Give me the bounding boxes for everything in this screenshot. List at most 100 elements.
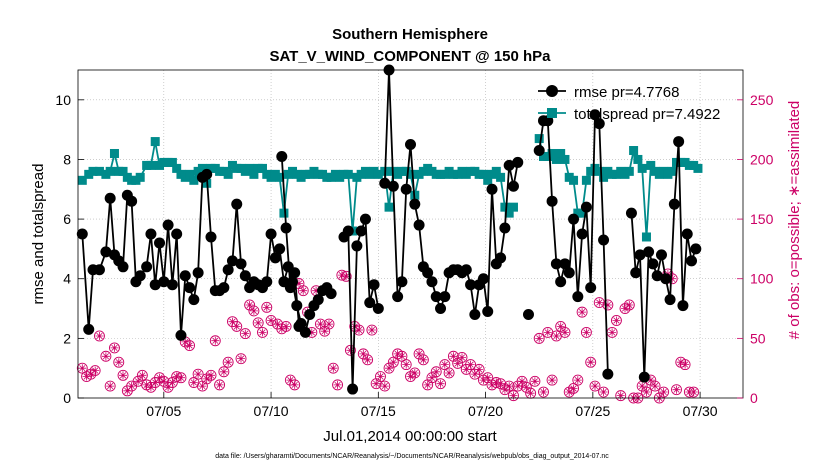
obs-possible-point [154, 372, 165, 384]
obs-possible-point [641, 386, 652, 398]
obs-possible-point [209, 335, 221, 347]
rmse-point [405, 139, 416, 151]
legend-spread-marker [547, 108, 557, 118]
obs-possible-point [280, 320, 292, 332]
rmse-point [166, 279, 178, 291]
obs-possible-point [671, 384, 682, 396]
spread-point [534, 134, 544, 144]
obs-possible-point [297, 285, 309, 297]
obs-assimilated-point [458, 353, 466, 362]
obs-possible-point [589, 380, 601, 392]
obs-assimilated-point [453, 359, 462, 368]
obs-assimilated-point [267, 316, 276, 325]
obs-assimilated-point [194, 370, 203, 379]
obs-assimilated-point [119, 371, 127, 380]
obs-assimilated-point [286, 376, 295, 385]
obs-possible-point [158, 375, 170, 387]
obs-assimilated-point [78, 364, 87, 373]
obs-possible-point [357, 348, 369, 360]
rmse-point [175, 329, 187, 341]
rmse-point [690, 243, 702, 255]
obs-assimilated-point [470, 370, 479, 379]
rmse-point [117, 261, 129, 273]
obs-possible-point [239, 328, 251, 340]
data-file-footnote: data file: /Users/gharamti/Documents/NCA… [215, 453, 609, 460]
spread-point [556, 148, 566, 158]
spread-point [547, 148, 557, 158]
spread-point [109, 148, 119, 158]
obs-possible-point [104, 380, 116, 392]
obs-assimilated-point [320, 327, 329, 336]
obs-assimilated-point [189, 378, 198, 387]
rmse-point [422, 267, 434, 279]
obs-assimilated-point [185, 341, 194, 350]
obs-assimilated-point [659, 388, 668, 396]
obs-assimilated-point [638, 382, 647, 391]
obs-possible-point [610, 315, 622, 326]
obs-possible-point [265, 315, 277, 326]
y-axis-left-ticks: 0 2 4 6 8 10 [55, 92, 84, 406]
obs-assimilated-point [82, 372, 91, 381]
x-axis-label: Jul.01,2014 00:00:00 start [323, 428, 497, 445]
spread-point [406, 169, 415, 179]
obs-possible-point [452, 357, 464, 369]
obs-possible-point [555, 320, 567, 332]
obs-assimilated-point [449, 352, 458, 361]
y-left-tick-label: 10 [55, 92, 71, 108]
obs-possible-point [231, 320, 243, 332]
obs-possible-point [261, 301, 273, 313]
rmse-point [585, 282, 597, 294]
rmse-point [83, 323, 95, 335]
obs-possible-point [430, 366, 442, 378]
obs-possible-point [435, 378, 446, 390]
x-tick-label: 07/10 [254, 403, 289, 419]
obs-assimilated-point [569, 384, 578, 393]
spread-point [504, 208, 514, 218]
obs-possible-point [248, 305, 260, 317]
obs-assimilated-point [333, 380, 342, 389]
spread-point [105, 166, 115, 176]
rmse-point [568, 213, 580, 225]
obs-possible-point [89, 365, 101, 377]
y-left-tick-label: 6 [63, 211, 71, 227]
y-right-tick-label: 250 [750, 92, 774, 108]
obs-assimilated-point [496, 379, 505, 388]
obs-assimilated-point [410, 369, 419, 377]
y-right-tick-label: 50 [750, 330, 766, 346]
obs-assimilated-point [207, 371, 215, 380]
obs-possible-point [117, 369, 129, 381]
rmse-point [499, 222, 511, 234]
rmse-point [647, 258, 659, 270]
obs-possible-point [100, 350, 112, 362]
spread-point [343, 169, 353, 179]
spread-point [167, 157, 177, 167]
rmse-point [359, 213, 371, 225]
rmse-point [261, 276, 273, 288]
rmse-point [477, 273, 489, 285]
rmse-point [276, 150, 288, 162]
spread-point [245, 163, 255, 173]
rmse-point [265, 228, 277, 240]
obs-possible-point [136, 369, 148, 381]
obs-assimilated-point [397, 352, 406, 361]
obs-possible-point [572, 374, 584, 386]
obs-possible-point [205, 369, 217, 381]
rmse-point [439, 291, 451, 303]
obs-assimilated-point [181, 337, 190, 346]
obs-assimilated-point [290, 380, 299, 389]
plot-area-frame [77, 69, 744, 399]
obs-possible-point [184, 340, 195, 351]
spread-point [88, 166, 98, 176]
obs-possible-point [465, 359, 477, 371]
rmse-point [274, 243, 286, 255]
obs-assimilated-point [556, 322, 565, 331]
rmse-point [655, 249, 667, 261]
rmse-point [392, 291, 404, 303]
obs-possible-point [366, 324, 378, 336]
rmse-point [222, 264, 234, 276]
grid [78, 70, 743, 398]
spread-point [197, 163, 207, 173]
rmse-point [171, 228, 183, 240]
obs-possible-point [332, 379, 344, 391]
